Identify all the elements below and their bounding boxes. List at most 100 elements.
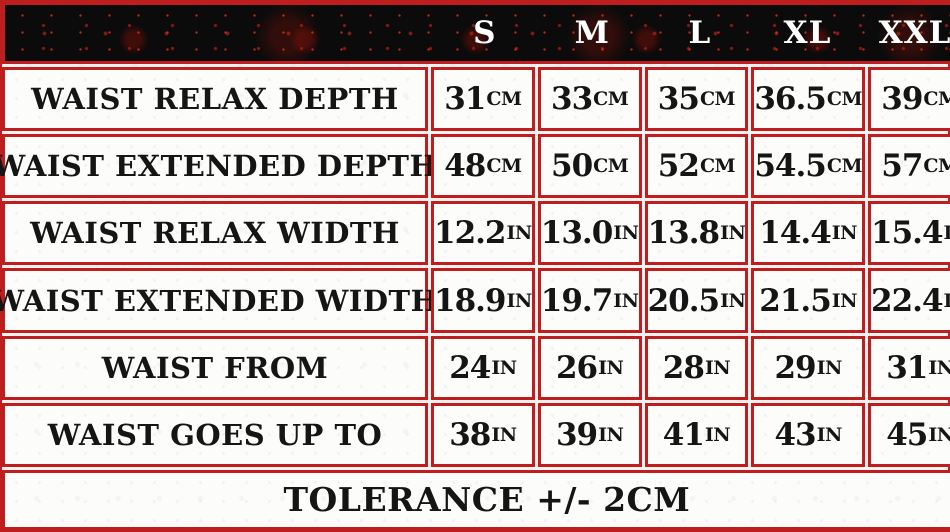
value-number: 24 [449, 349, 491, 386]
value-number: 22.4 [871, 282, 944, 319]
value-unit: IN [506, 289, 533, 312]
table-header-row: S M L XL XXL [2, 2, 950, 64]
value-cell: 48 CM [431, 134, 535, 199]
row-label-waist-extended-width: WAIST EXTENDED WIDTH [0, 268, 438, 333]
value-unit: IN [831, 222, 858, 245]
value-number: 50 [551, 148, 593, 185]
value-number: 43 [774, 416, 816, 453]
value-unit: IN [598, 423, 624, 446]
value-cell: 45 IN [868, 402, 950, 467]
value-cell: 12.2 IN [431, 201, 535, 266]
row-label-waist-from: WAIST FROM [2, 335, 428, 400]
value-number: 52 [657, 148, 700, 185]
column-header-xxl: XXL [878, 15, 950, 51]
value-cell: 21.5 IN [751, 268, 866, 333]
value-unit: IN [928, 356, 950, 379]
value-cell: 29 IN [751, 335, 866, 400]
value-unit: CM [699, 155, 736, 178]
value-cell: 15.4IN [868, 201, 950, 266]
row-label-waist-relax-width: WAIST RELAX WIDTH [2, 201, 428, 266]
value-unit: CM [486, 88, 522, 111]
value-cell: 26 IN [537, 335, 642, 400]
value-number: 36.5 [754, 81, 827, 118]
value-cell: 24 IN [431, 335, 535, 400]
value-cell: 52 CM [644, 134, 749, 199]
value-unit: IN [506, 222, 533, 245]
value-cell: 57 CM [868, 134, 950, 199]
value-number: 41 [662, 416, 705, 453]
value-unit: CM [486, 155, 522, 178]
value-unit: CM [923, 155, 950, 178]
value-cell: 54.5 CM [751, 134, 866, 199]
value-cell: 31 CM [431, 67, 535, 132]
value-number: 13.0 [540, 215, 614, 252]
value-unit: IN [816, 356, 843, 379]
value-number: 15.4 [871, 215, 944, 252]
value-number: 57 [881, 148, 923, 185]
value-cell: 39 IN [537, 402, 642, 467]
value-unit: IN [598, 356, 624, 379]
value-number: 20.5 [647, 282, 721, 319]
column-header-s: S [473, 15, 497, 51]
value-number: 38 [449, 416, 491, 453]
value-unit: IN [613, 289, 639, 312]
value-unit: IN [704, 423, 731, 446]
value-unit: CM [699, 88, 736, 111]
value-unit: IN [704, 356, 731, 379]
row-label-waist-extended-depth: WAIST EXTENDED DEPTH [0, 134, 437, 199]
value-cell: 43 IN [751, 402, 866, 467]
value-number: 48 [444, 148, 486, 185]
column-header-m: M [574, 15, 610, 51]
value-cell: 19.7 IN [537, 268, 642, 333]
value-cell: 35 CM [644, 67, 749, 132]
value-unit: CM [826, 88, 863, 111]
value-unit: CM [593, 155, 629, 178]
value-cell: 38 IN [431, 402, 535, 467]
value-number: 12.2 [434, 215, 507, 252]
value-number: 54.5 [754, 148, 827, 185]
value-cell: 14.4 IN [751, 201, 866, 266]
value-number: 13.8 [647, 215, 721, 252]
value-number: 18.9 [434, 282, 507, 319]
value-cell: 28 IN [644, 335, 749, 400]
value-cell: 22.4IN [868, 268, 950, 333]
tolerance-footer: TOLERANCE +/- 2CM [2, 469, 950, 530]
value-number: 45 [886, 416, 928, 453]
value-unit: IN [720, 222, 746, 245]
value-cell: 33 CM [537, 67, 642, 132]
value-unit: IN [816, 423, 843, 446]
value-cell: 50 CM [537, 134, 642, 199]
value-unit: IN [928, 423, 950, 446]
value-number: 33 [551, 81, 593, 118]
row-label-waist-goes-up-to: WAIST GOES UP TO [2, 402, 428, 467]
value-number: 35 [657, 81, 700, 118]
value-cell: 39 CM [868, 67, 950, 132]
value-number: 39 [881, 81, 923, 118]
value-number: 31 [886, 349, 928, 386]
value-cell: 13.8 IN [644, 201, 749, 266]
value-unit: CM [593, 88, 629, 111]
value-cell: 13.0 IN [537, 201, 642, 266]
value-number: 39 [555, 416, 598, 453]
header-spacer [5, 5, 431, 61]
value-unit: IN [491, 423, 517, 446]
value-unit: IN [720, 289, 746, 312]
row-label-waist-relax-depth: WAIST RELAX DEPTH [2, 67, 428, 132]
value-unit: IN [613, 222, 639, 245]
value-number: 31 [444, 81, 486, 118]
value-cell: 31 IN [868, 335, 950, 400]
column-header-xl: XL [783, 15, 832, 51]
value-unit: CM [826, 155, 863, 178]
value-unit: IN [943, 289, 950, 312]
value-number: 28 [662, 349, 705, 386]
value-number: 29 [774, 349, 816, 386]
value-cell: 20.5 IN [644, 268, 749, 333]
value-unit: IN [491, 356, 517, 379]
value-cell: 18.9 IN [431, 268, 535, 333]
value-number: 21.5 [759, 282, 832, 319]
value-cell: 36.5 CM [751, 67, 866, 132]
value-number: 14.4 [759, 215, 832, 252]
value-unit: IN [831, 289, 858, 312]
column-header-l: L [688, 15, 712, 51]
